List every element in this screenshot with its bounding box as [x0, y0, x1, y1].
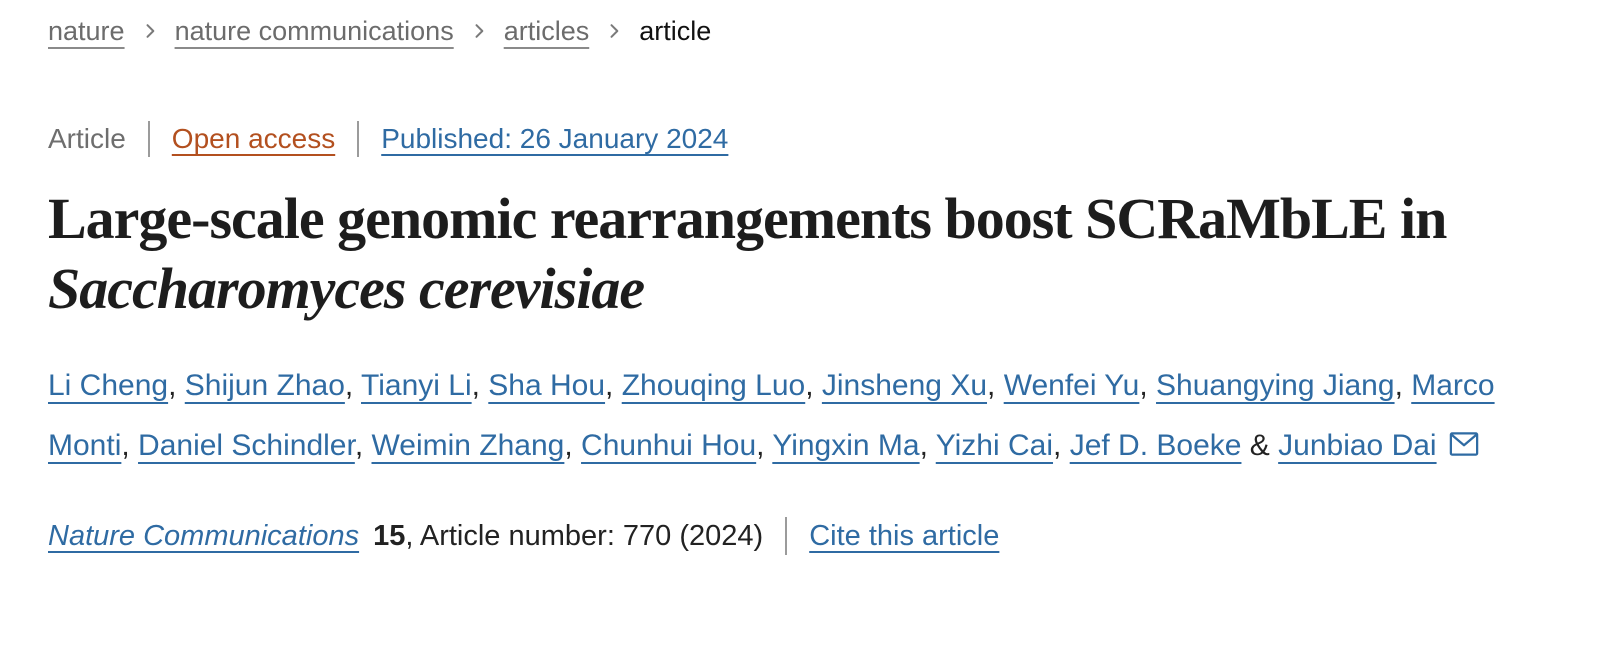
author-link[interactable]: Marco Monti	[48, 369, 1495, 462]
author-link[interactable]: Wenfei Yu	[1003, 369, 1140, 402]
article-header: nature nature communications articles ar…	[48, 14, 1556, 556]
meta-divider	[147, 121, 150, 157]
chevron-right-icon	[140, 21, 160, 41]
author-separator: ,	[805, 369, 822, 402]
author-link[interactable]: Weimin Zhang	[371, 429, 565, 462]
author-separator: ,	[919, 429, 936, 462]
author-link[interactable]: Junbiao Dai	[1278, 429, 1437, 462]
author-link[interactable]: Shuangying Jiang	[1156, 369, 1395, 402]
author-separator: ,	[471, 369, 489, 402]
chevron-right-icon	[604, 21, 624, 41]
meta-divider	[357, 121, 360, 157]
author-separator: ,	[1053, 429, 1070, 462]
citation-divider	[785, 517, 788, 555]
article-meta-row: Article Open access Published: 26 Januar…	[48, 120, 1556, 158]
author-link[interactable]: Li Cheng	[48, 369, 169, 402]
author-link[interactable]: Jinsheng Xu	[821, 369, 988, 402]
breadcrumb-link-nature[interactable]: nature	[48, 16, 125, 46]
author-separator: ,	[564, 429, 582, 462]
breadcrumb: nature nature communications articles ar…	[48, 14, 1556, 48]
breadcrumb-link-nature-communications[interactable]: nature communications	[174, 16, 454, 46]
author-separator: ,	[121, 429, 139, 462]
breadcrumb-current-article: article	[639, 16, 712, 46]
citation-row: Nature Communications 15 , Article numbe…	[48, 516, 1556, 556]
page-title: Large-scale genomic rearrangements boost…	[48, 184, 1508, 324]
author-separator: ,	[1139, 369, 1157, 402]
breadcrumb-link-articles[interactable]: articles	[503, 16, 590, 46]
email-icon[interactable]	[1449, 418, 1479, 478]
author-separator: ,	[344, 369, 362, 402]
author-separator: ,	[1394, 369, 1412, 402]
open-access-link[interactable]: Open access	[171, 123, 336, 154]
author-link[interactable]: Shijun Zhao	[184, 369, 345, 402]
published-date-link[interactable]: Published: 26 January 2024	[381, 123, 729, 154]
author-link[interactable]: Tianyi Li	[361, 369, 472, 402]
author-separator: ,	[354, 429, 372, 462]
journal-link[interactable]: Nature Communications	[48, 520, 360, 552]
author-separator: ,	[987, 369, 1004, 402]
author-link[interactable]: Yizhi Cai	[935, 429, 1054, 462]
journal-volume: 15	[373, 520, 406, 552]
chevron-right-icon	[469, 21, 489, 41]
author-link[interactable]: Chunhui Hou	[581, 429, 757, 462]
article-type-label: Article	[48, 123, 126, 154]
author-link[interactable]: Zhouqing Luo	[621, 369, 806, 402]
author-link[interactable]: Sha Hou	[488, 369, 606, 402]
author-link[interactable]: Jef D. Boeke	[1069, 429, 1242, 462]
title-text: Large-scale genomic rearrangements boost…	[48, 186, 1447, 251]
title-species-italic: Saccharomyces cerevisiae	[48, 256, 645, 321]
author-separator: ,	[168, 369, 185, 402]
author-separator: &	[1241, 429, 1279, 462]
author-link[interactable]: Yingxin Ma	[772, 429, 920, 462]
cite-this-article-link[interactable]: Cite this article	[809, 520, 1000, 552]
author-link[interactable]: Daniel Schindler	[138, 429, 355, 462]
author-separator: ,	[756, 429, 773, 462]
author-list: Li Cheng, Shijun Zhao, Tianyi Li, Sha Ho…	[48, 356, 1516, 478]
citation-details: , Article number: 770 (2024)	[405, 520, 764, 552]
author-separator: ,	[605, 369, 622, 402]
